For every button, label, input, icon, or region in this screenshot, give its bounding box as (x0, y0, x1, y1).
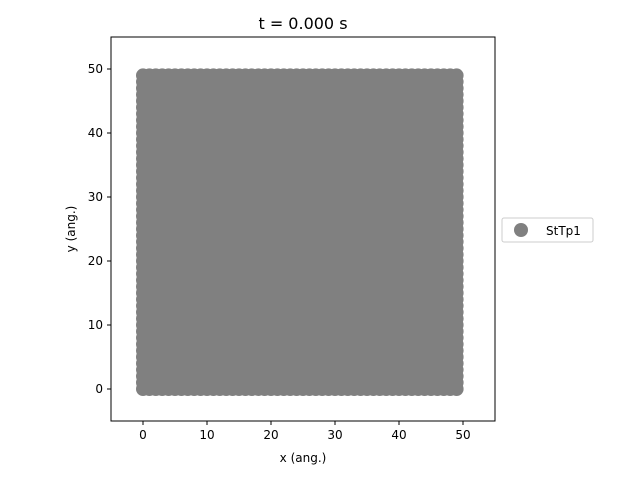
legend-frame (501, 217, 594, 243)
y-tick-label: 10 (88, 318, 103, 332)
x-axis-ticks: 0 10 20 30 40 50 (139, 421, 471, 442)
x-tick-label: 50 (455, 428, 470, 442)
x-tick-label: 30 (327, 428, 342, 442)
scatter-points (136, 68, 464, 396)
plot-area-frame (110, 36, 496, 422)
y-tick-label: 20 (88, 254, 103, 268)
y-tick-label: 50 (88, 62, 103, 76)
legend-marker-sttp1 (514, 223, 528, 237)
x-tick-label: 20 (263, 428, 278, 442)
x-axis-label: x (ang.) (280, 451, 327, 465)
legend: StTp1 (501, 217, 594, 243)
y-axis-ticks: 0 10 20 30 40 50 (88, 62, 111, 396)
y-tick-label: 30 (88, 190, 103, 204)
legend-label-sttp1: StTp1 (546, 224, 581, 238)
y-axis-label: y (ang.) (64, 206, 78, 253)
y-tick-label: 40 (88, 126, 103, 140)
chart-title: t = 0.000 s (258, 14, 347, 33)
y-tick-label: 0 (95, 382, 103, 396)
x-tick-label: 10 (199, 428, 214, 442)
data-point (449, 68, 464, 83)
x-tick-label: 0 (139, 428, 147, 442)
x-tick-label: 40 (391, 428, 406, 442)
